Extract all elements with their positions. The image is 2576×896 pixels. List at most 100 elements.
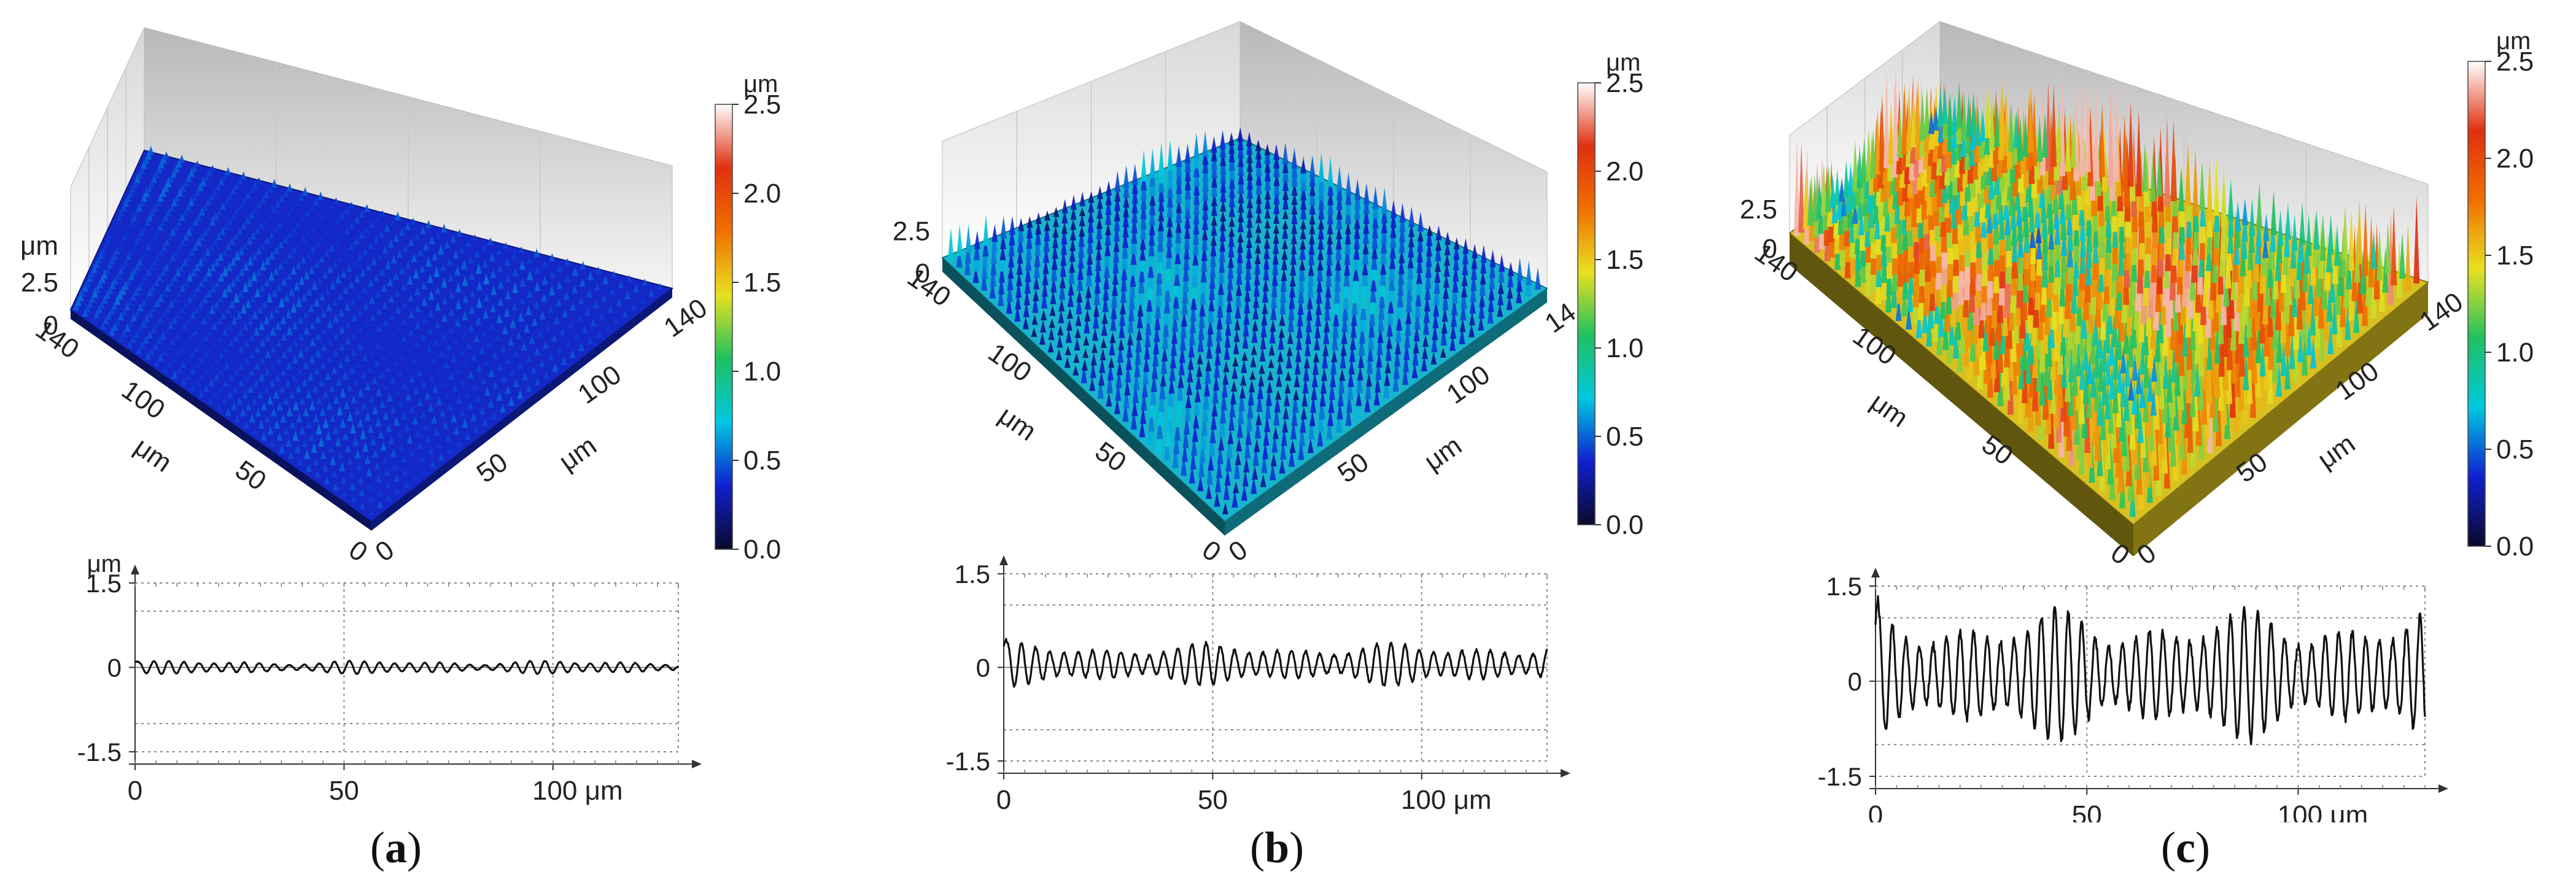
- surface-spike: [2301, 290, 2308, 342]
- surface-spike: [428, 375, 435, 382]
- surface-spike: [199, 357, 205, 363]
- surface-spike: [1341, 310, 1348, 333]
- surface-spike: [1127, 309, 1134, 333]
- panel-c: 0 50 100 140 μm 0 50 100 140 μm 2.5 0 0.0 0.5 1.0 1.5 2.…: [1719, 0, 2576, 896]
- surface-spike: [176, 291, 182, 298]
- surface-spike: [1117, 342, 1123, 363]
- surface-spike: [99, 322, 106, 330]
- surface-spike: [2348, 260, 2355, 321]
- surface-spike: [160, 244, 167, 251]
- surface-spike: [1907, 278, 1914, 312]
- surface-spike: [1255, 211, 1262, 223]
- surface-spike: [1444, 242, 1451, 255]
- surface-spike: [1159, 376, 1166, 400]
- surface-spike: [1319, 395, 1325, 420]
- surface-spike: [1217, 278, 1224, 295]
- surface-spike: [316, 423, 322, 434]
- surface-spike: [2241, 198, 2248, 226]
- surface-spike: [564, 258, 571, 266]
- surface-spike: [1235, 451, 1241, 465]
- surface-spike: [1197, 352, 1203, 365]
- surface-spike: [182, 258, 188, 266]
- surface-spike: [1354, 214, 1360, 230]
- colorbar-tick-label: 2.5: [743, 90, 781, 120]
- surface-spike: [2368, 215, 2375, 288]
- surface-spike: [1268, 343, 1275, 356]
- surface-spike: [1041, 309, 1047, 320]
- surface-spike: [217, 335, 224, 341]
- surface-spike: [324, 250, 330, 257]
- surface-spike: [1231, 380, 1237, 392]
- surface-spike: [1270, 319, 1276, 332]
- surface-spike: [1906, 304, 1912, 330]
- surface-spike: [549, 253, 556, 261]
- surface-spike: [1097, 375, 1104, 399]
- surface-spike: [1138, 262, 1145, 283]
- surface-spike: [142, 274, 149, 281]
- surface-spike: [1044, 220, 1050, 231]
- surface-spike: [466, 342, 473, 349]
- surface-spike: [1307, 438, 1314, 454]
- surface-spike: [1254, 269, 1260, 286]
- surface-spike: [1319, 389, 1326, 407]
- surface-spike: [82, 282, 88, 292]
- surface-spike: [231, 316, 238, 325]
- surface-spike: [101, 295, 108, 304]
- surface-spike: [1026, 216, 1033, 228]
- surface-spike: [1211, 147, 1217, 161]
- surface-spike: [440, 333, 447, 339]
- surface-spike: [1131, 214, 1138, 234]
- surface-spike: [538, 359, 545, 367]
- surface-spike: [974, 231, 980, 249]
- surface-spike: [602, 275, 609, 285]
- surface-spike: [361, 402, 368, 409]
- surface-spike: [359, 210, 365, 218]
- surface-spike: [2181, 377, 2188, 424]
- surface-spike: [1311, 371, 1318, 388]
- surface-spike: [2174, 351, 2181, 396]
- surface-spike: [1300, 406, 1307, 420]
- surface-spike: [114, 247, 120, 255]
- surface-spike: [390, 406, 397, 414]
- surface-spike: [179, 154, 185, 163]
- surface-spike: [279, 444, 285, 454]
- surface-spike: [2022, 113, 2029, 157]
- caption-letter: a: [385, 823, 407, 872]
- surface-spike: [374, 462, 381, 470]
- surface-spike: [1489, 249, 1496, 268]
- surface-spike: [1340, 342, 1347, 357]
- surface-spike: [402, 244, 409, 252]
- surface-spike: [214, 257, 220, 266]
- surface-spike: [172, 296, 179, 303]
- surface-spike: [483, 309, 489, 319]
- surface-spike: [1134, 356, 1141, 377]
- surface-spike: [174, 334, 180, 340]
- surface-spike: [2042, 112, 2048, 158]
- surface-spike: [1141, 390, 1147, 411]
- surface-spike: [367, 483, 373, 490]
- surface-spike: [1166, 239, 1173, 258]
- surface-spike: [439, 409, 446, 417]
- surface-spike: [1357, 366, 1364, 380]
- surface-spike: [146, 330, 153, 339]
- surface-spike: [257, 306, 263, 314]
- surface-spike: [187, 272, 193, 282]
- surface-spike: [1210, 233, 1217, 246]
- surface-spike: [1263, 261, 1270, 280]
- surface-spike: [372, 449, 379, 458]
- surface-spike: [117, 266, 124, 275]
- surface-spike: [327, 265, 333, 273]
- surface-spike: [1148, 406, 1155, 431]
- surface-spike: [432, 252, 438, 261]
- surface-spike: [1349, 334, 1356, 350]
- surface-spike: [2170, 362, 2176, 417]
- surface-spike: [1160, 372, 1166, 387]
- surface-spike: [367, 279, 374, 287]
- surface-spike: [1468, 324, 1475, 338]
- surface-spike: [388, 331, 395, 337]
- surface-spike: [543, 371, 549, 379]
- surface-spike: [185, 357, 191, 363]
- surface-spike: [115, 319, 122, 326]
- surface-spike: [998, 264, 1005, 283]
- surface-spike: [462, 295, 469, 303]
